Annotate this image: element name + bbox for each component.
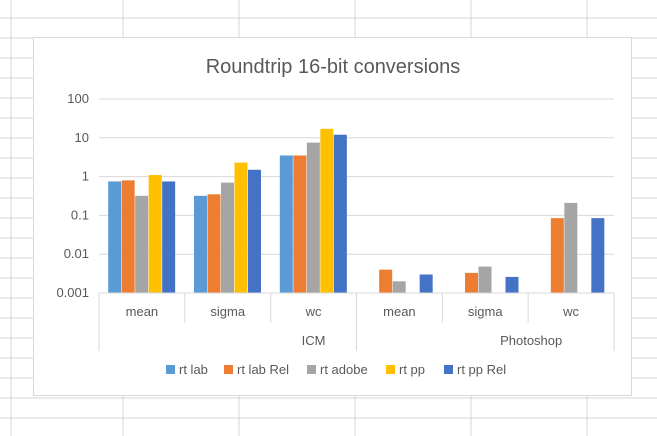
bar-rt-pp-rel-3 <box>419 274 433 293</box>
x-category-label: sigma <box>468 304 503 319</box>
bar-rt-lab-rel-5 <box>550 218 564 293</box>
chart-title: Roundtrip 16-bit conversions <box>206 56 461 78</box>
bar-rt-pp-rel-1 <box>248 169 261 293</box>
bar-rt-lab-rel-2 <box>293 155 307 293</box>
bar-rt-pp-rel-0 <box>162 181 176 293</box>
y-tick-label: 10 <box>75 130 89 145</box>
bar-rt-lab-rel-1 <box>207 194 221 293</box>
y-tick-label: 0.1 <box>71 207 89 222</box>
bar-rt-lab-rel-4 <box>465 272 478 293</box>
x-category-label: wc <box>305 304 322 319</box>
legend-item-rt-lab-rel[interactable]: rt lab Rel <box>224 362 289 377</box>
y-tick-label: 0.001 <box>56 285 89 300</box>
bar-rt-adobe-4 <box>478 266 492 293</box>
legend-item-rt-pp-rel[interactable]: rt pp Rel <box>444 362 506 377</box>
x-category-label: sigma <box>210 304 245 319</box>
bar-rt-lab-rel-0 <box>121 180 135 293</box>
legend-swatch <box>224 365 233 374</box>
bar-rt-pp-rel-2 <box>333 134 347 293</box>
bar-rt-pp-0 <box>148 174 162 293</box>
legend-item-rt-lab[interactable]: rt lab <box>166 362 208 377</box>
legend-swatch <box>386 365 395 374</box>
legend-label: rt pp Rel <box>457 362 506 377</box>
bar-rt-adobe-1 <box>221 182 234 293</box>
x-category-label: mean <box>126 304 159 319</box>
x-group-label: ICM <box>302 333 326 348</box>
bar-rt-pp-rel-5 <box>591 218 605 293</box>
chart-canvas: Roundtrip 16-bit conversions 100 10 1 0.1 0.… <box>56 56 615 377</box>
legend-swatch <box>166 365 175 374</box>
legend-swatch <box>444 365 453 374</box>
bar-rt-adobe-0 <box>135 195 149 293</box>
bar-rt-lab-2 <box>279 155 293 293</box>
bar-rt-pp-rel-4 <box>505 276 519 293</box>
y-tick-label: 0.01 <box>64 246 89 261</box>
bar-rt-lab-0 <box>108 181 122 293</box>
legend-label: rt lab Rel <box>237 362 289 377</box>
bar-rt-pp-2 <box>320 128 334 293</box>
bar-rt-adobe-2 <box>306 142 320 293</box>
gridlines <box>99 98 614 294</box>
bar-rt-adobe-5 <box>564 202 578 293</box>
chart-object[interactable]: Roundtrip 16-bit conversions 100 10 1 0.1 0.… <box>33 37 632 396</box>
legend-item-rt-pp[interactable]: rt pp <box>386 362 425 377</box>
bar-rt-lab-1 <box>194 195 207 293</box>
y-axis-tick-labels: 100 10 1 0.1 0.01 0.001 <box>56 91 89 300</box>
bars <box>108 128 605 293</box>
legend-label: rt adobe <box>320 362 368 377</box>
x-category-label: mean <box>383 304 416 319</box>
bar-rt-adobe-3 <box>392 281 406 293</box>
bar-rt-pp-1 <box>234 162 248 293</box>
x-category-label: wc <box>562 304 579 319</box>
legend-label: rt pp <box>399 362 425 377</box>
bar-rt-lab-rel-3 <box>379 269 393 293</box>
legend-item-rt-adobe[interactable]: rt adobe <box>307 362 368 377</box>
y-tick-label: 100 <box>67 91 89 106</box>
x-group-label: Photoshop <box>500 333 562 348</box>
x-axis: mean sigma wc mean sigma wc ICM Photoshop <box>98 292 615 351</box>
legend[interactable]: rt lab rt lab Rel rt adobe rt pp rt pp Rel <box>166 362 506 377</box>
legend-swatch <box>307 365 316 374</box>
y-tick-label: 1 <box>82 169 89 184</box>
legend-label: rt lab <box>179 362 208 377</box>
